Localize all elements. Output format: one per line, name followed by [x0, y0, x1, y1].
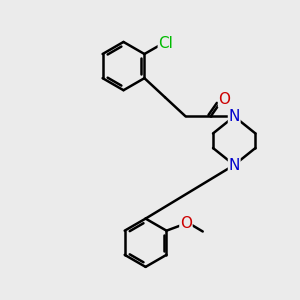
Text: O: O	[219, 92, 231, 107]
Text: Cl: Cl	[158, 36, 173, 51]
Text: O: O	[180, 216, 192, 231]
Text: N: N	[229, 158, 240, 172]
Text: N: N	[229, 109, 240, 124]
